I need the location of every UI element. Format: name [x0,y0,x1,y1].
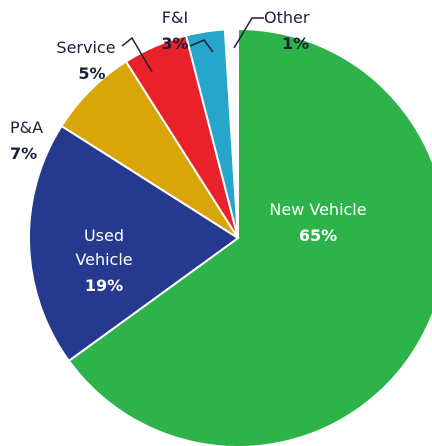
slice-label: Used Vehicle [75,226,133,269]
slice-label: New Vehicle [269,200,367,219]
leader-line [189,39,214,53]
pie-slice [223,27,239,239]
slice-label: 19% [84,276,124,295]
slice-label: 7% [10,144,38,163]
slice-label: F&I [161,8,189,27]
slice-label: P&A [10,118,44,137]
pie-slice [67,27,432,446]
slice-label: Other [264,8,310,27]
leader-line [233,17,264,49]
slice-label: 5% [78,64,106,83]
slice-label: 65% [298,226,338,245]
leader-line [121,36,153,73]
slice-label: Service [56,38,116,57]
slice-label: 3% [161,34,189,53]
pie-slice [28,124,240,363]
slice-label: 1% [282,34,310,53]
